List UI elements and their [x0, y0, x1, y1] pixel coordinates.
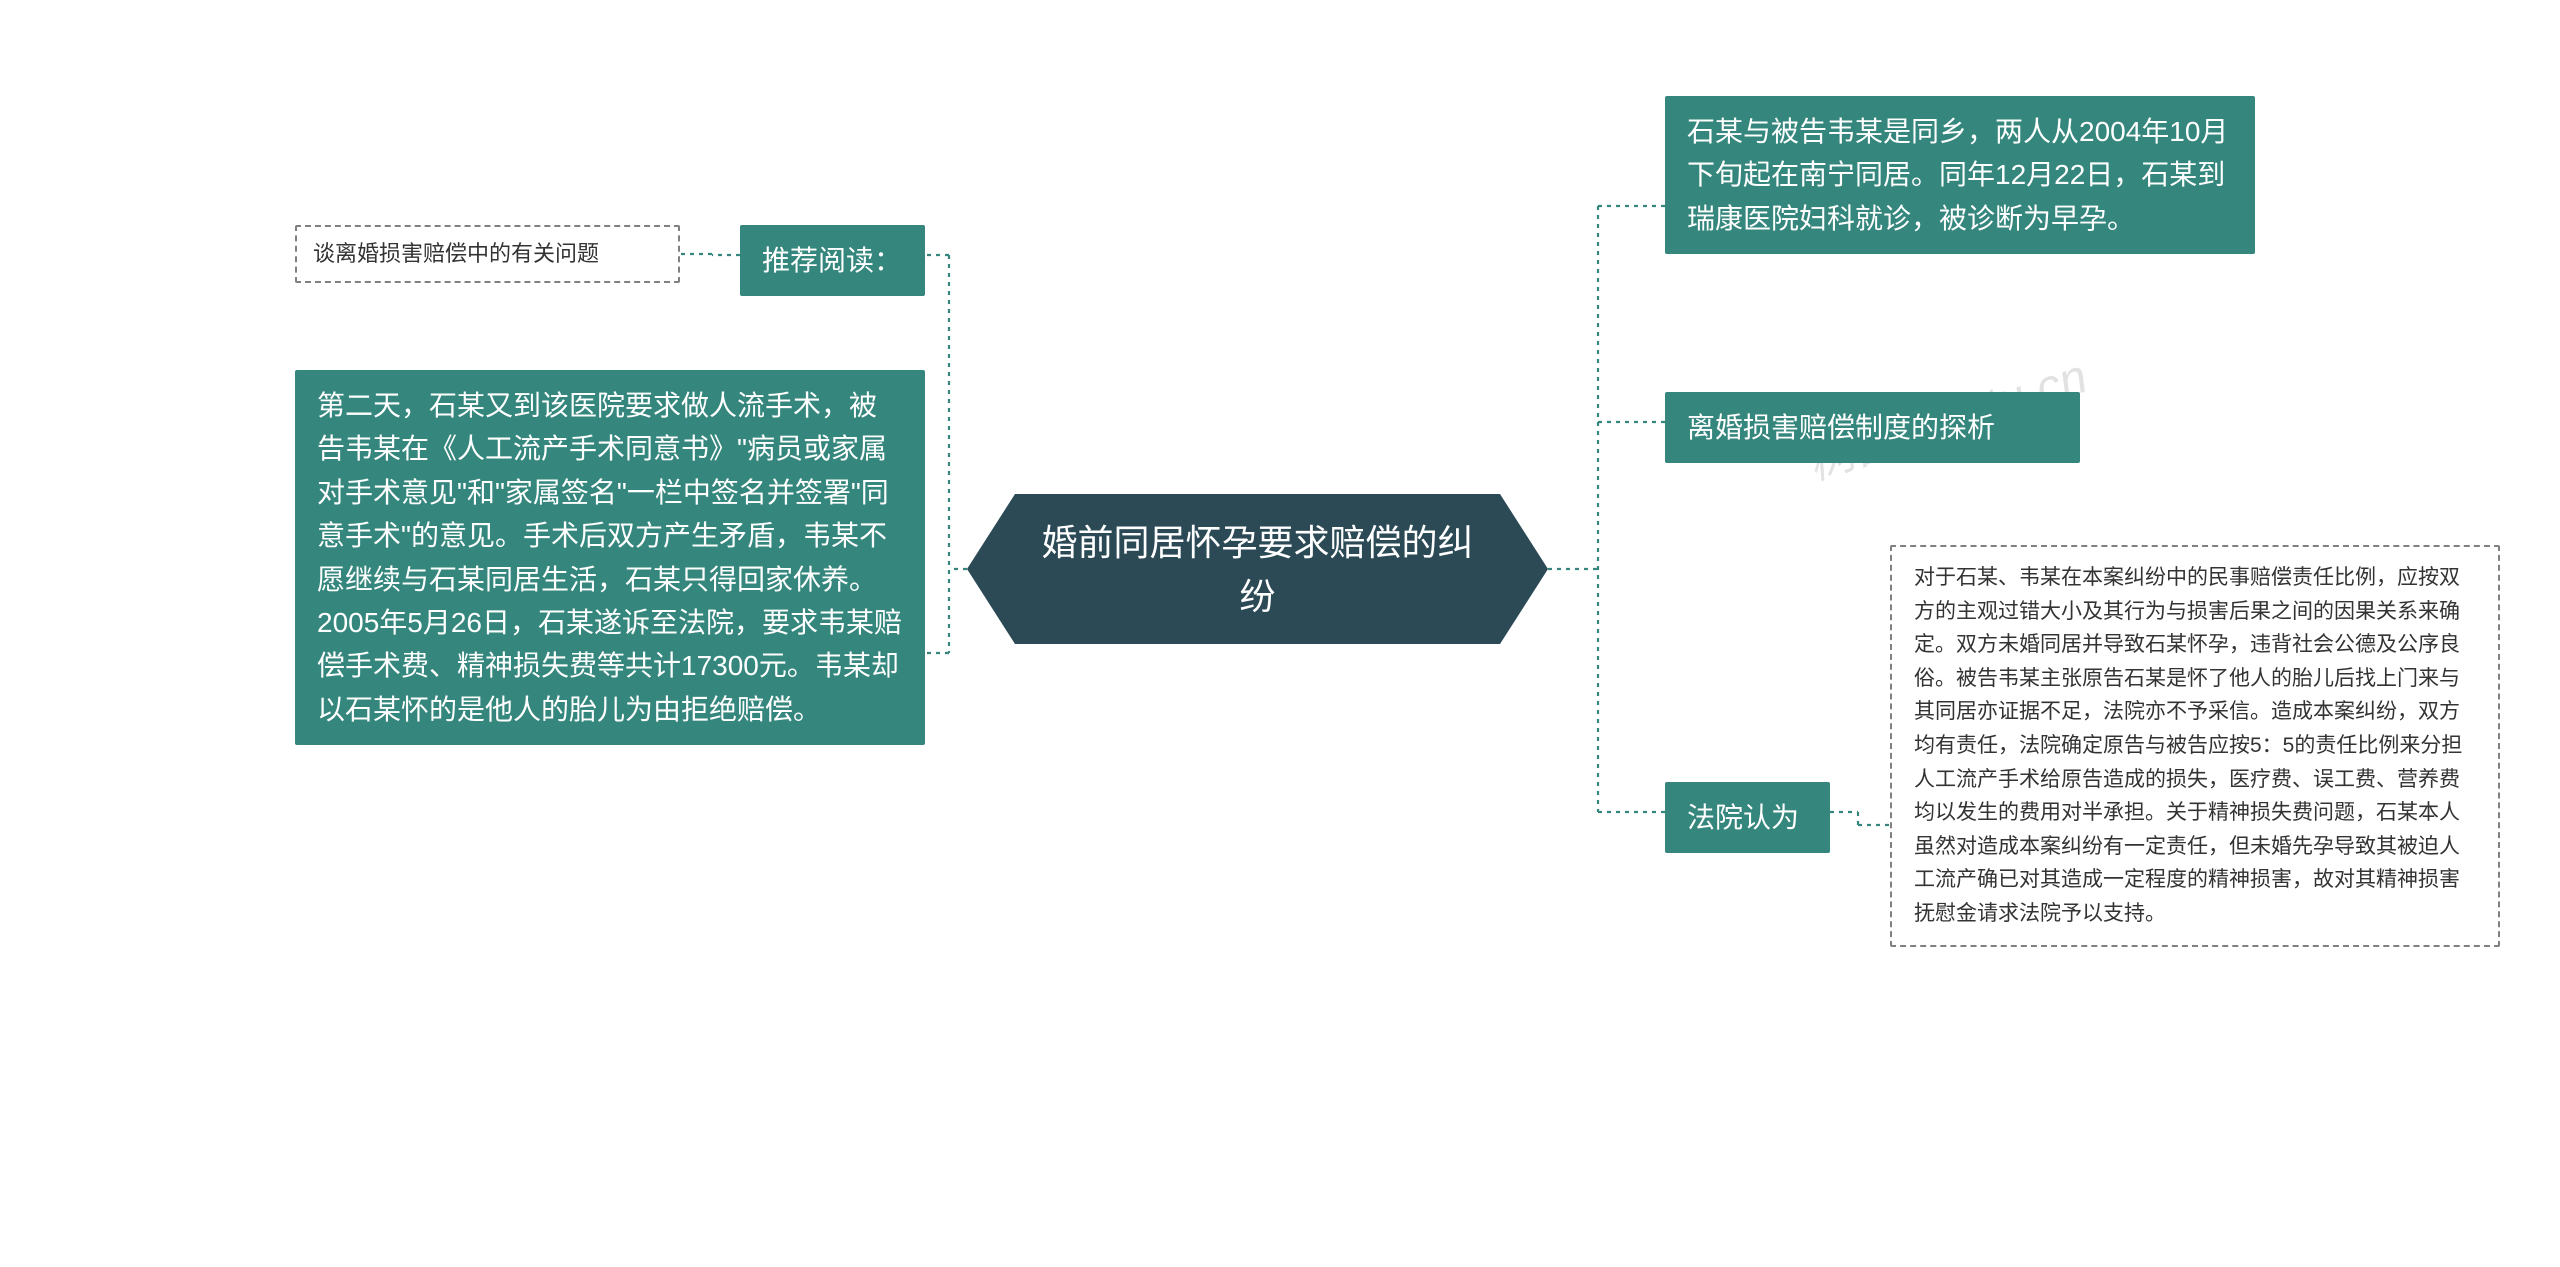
day2-node: 第二天，石某又到该医院要求做人流手术，被告韦某在《人工流产手术同意书》"病员或家… — [295, 370, 925, 745]
center-text: 婚前同居怀孕要求赔偿的纠纷 — [1041, 522, 1473, 617]
court-label: 法院认为 — [1687, 802, 1799, 833]
center-node: 婚前同居怀孕要求赔偿的纠纷 — [1015, 494, 1500, 644]
center-chevron-right — [1500, 494, 1548, 644]
day2-text: 第二天，石某又到该医院要求做人流手术，被告韦某在《人工流产手术同意书》"病员或家… — [317, 390, 902, 725]
center-chevron-left — [967, 494, 1015, 644]
system-node: 离婚损害赔偿制度的探析 — [1665, 392, 2080, 463]
center-node-wrap: 婚前同居怀孕要求赔偿的纠纷 — [1015, 494, 1500, 644]
recommend-child: 谈离婚损害赔偿中的有关问题 — [295, 225, 680, 283]
recommend-node: 推荐阅读： — [740, 225, 925, 296]
recommend-child-text: 谈离婚损害赔偿中的有关问题 — [313, 241, 599, 266]
court-node: 法院认为 — [1665, 782, 1830, 853]
background-node: 石某与被告韦某是同乡，两人从2004年10月下旬起在南宁同居。同年12月22日，… — [1665, 96, 2255, 254]
recommend-label: 推荐阅读： — [762, 245, 902, 276]
court-child: 对于石某、韦某在本案纠纷中的民事赔偿责任比例，应按双方的主观过错大小及其行为与损… — [1890, 545, 2500, 947]
background-text: 石某与被告韦某是同乡，两人从2004年10月下旬起在南宁同居。同年12月22日，… — [1687, 116, 2228, 234]
court-child-text: 对于石某、韦某在本案纠纷中的民事赔偿责任比例，应按双方的主观过错大小及其行为与损… — [1914, 566, 2462, 925]
system-text: 离婚损害赔偿制度的探析 — [1687, 412, 1995, 443]
